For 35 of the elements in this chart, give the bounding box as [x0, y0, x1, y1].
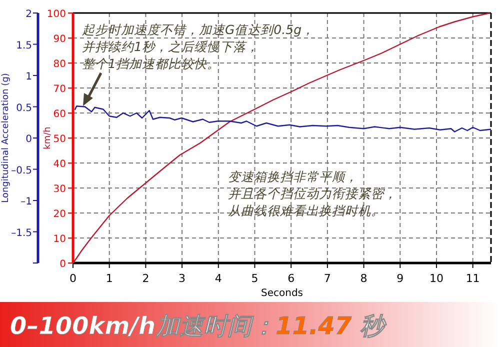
y2-tick-label: 2 — [26, 9, 32, 20]
x-tick-label: 7 — [324, 272, 331, 285]
y-axis-title: km/h — [43, 126, 53, 150]
y2-tick-label: –1 — [20, 196, 32, 208]
y-tick-label: 10 — [53, 234, 66, 245]
x-tick-label: 9 — [396, 272, 404, 285]
y-tick-label: 80 — [53, 59, 66, 70]
x-tick-label: 4 — [214, 272, 222, 285]
x-tick-label: 8 — [360, 272, 368, 285]
y2-tick-label: –1.5 — [11, 228, 32, 239]
y2-tick-label: –0.5 — [11, 165, 32, 176]
x-tick-label: 3 — [178, 272, 186, 285]
y-tick-label: 0 — [60, 259, 66, 270]
y2-tick-label: 1.5 — [16, 40, 32, 52]
y-tick-label: 70 — [53, 84, 66, 95]
y-tick-label: 50 — [53, 134, 66, 145]
y2-axis-title: Longitudinal Acceleration (g) — [1, 73, 11, 203]
y2-tick-label: 0.5 — [16, 102, 32, 114]
x-tick-label: 10 — [429, 272, 444, 285]
y2-tick-label: 0 — [26, 134, 32, 145]
x-axis-title: Seconds — [260, 288, 304, 299]
x-tick-label: 6 — [288, 272, 295, 285]
x-tick-label: 11 — [466, 272, 480, 285]
x-tick-label: 1 — [106, 272, 113, 285]
y-tick-label: 90 — [53, 34, 66, 45]
y2-tick-label: 1 — [26, 72, 32, 82]
y-tick-label: 20 — [53, 209, 66, 220]
x-tick-label: 0 — [70, 272, 76, 285]
y-tick-label: 60 — [53, 109, 66, 120]
y-tick-label: 30 — [53, 184, 66, 195]
y-tick-label: 100 — [46, 9, 66, 20]
y-tick-label: 40 — [53, 159, 66, 170]
x-tick-label: 2 — [142, 272, 150, 285]
x-tick-label: 5 — [251, 272, 258, 285]
text: 0–100km/h加速时间：11.47 秒 — [10, 312, 387, 340]
